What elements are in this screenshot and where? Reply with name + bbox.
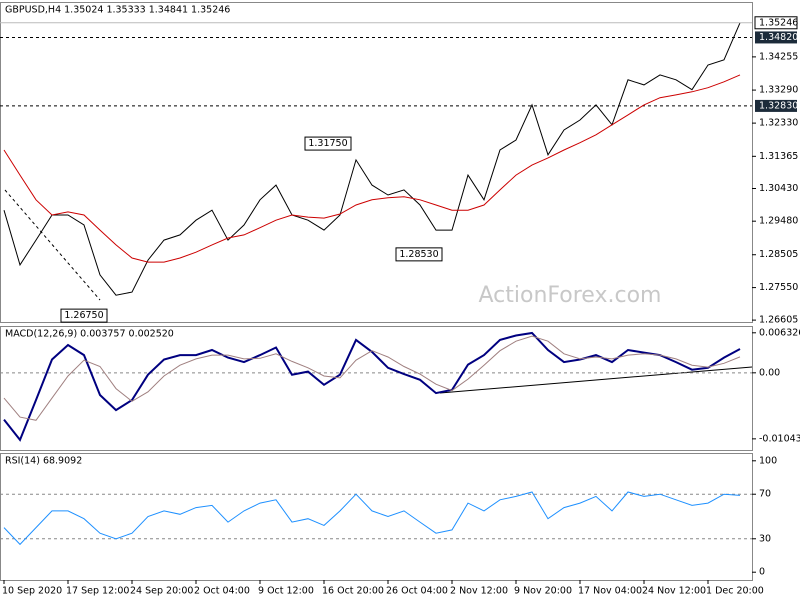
- watermark: ActionForex.com: [479, 283, 662, 308]
- y-tick-label: 30: [759, 533, 771, 544]
- level-label: 1.32830: [759, 100, 798, 111]
- x-tick-label: 24 Sep 20:00: [130, 586, 193, 597]
- rsi-title: RSI(14) 68.9092: [5, 456, 82, 467]
- y-tick-label: -0.010438: [759, 433, 800, 444]
- y-tick-label: 100: [759, 455, 777, 466]
- y-tick-label: 1.34255: [759, 51, 798, 62]
- macd-trend-line: [439, 366, 753, 394]
- level-label-box: [755, 31, 797, 44]
- x-tick-label: 17 Nov 04:00: [578, 586, 642, 597]
- y-tick-label: 1.28505: [759, 249, 798, 260]
- annotation-box: [304, 136, 352, 151]
- annotation: 1.26750: [64, 310, 103, 321]
- macd-panel: [0, 326, 753, 451]
- x-tick-label: 16 Oct 20:00: [322, 586, 384, 597]
- y-tick-label: 1.27550: [759, 282, 798, 293]
- x-tick-label: 9 Oct 12:00: [258, 586, 314, 597]
- macd-title: MACD(12,26,9) 0.003757 0.002520: [5, 329, 174, 340]
- y-tick-label: 0: [759, 567, 765, 578]
- level-label-box: [755, 99, 797, 112]
- y-tick-label: 1.29480: [759, 216, 798, 227]
- header: GBPUSD,H4 1.35024 1.35333 1.34841 1.3524…: [5, 5, 230, 16]
- series-line: [3, 335, 741, 421]
- trend-line: [4, 189, 101, 301]
- level-label: 1.34820: [759, 32, 798, 43]
- series-line: [3, 74, 741, 263]
- annotation-box: [60, 308, 108, 323]
- annotation: 1.28530: [399, 249, 438, 260]
- series-line: [3, 22, 741, 296]
- series-line: [3, 491, 741, 546]
- y-tick-label: 1.33290: [759, 85, 798, 96]
- last-price-label: 1.35246: [759, 17, 798, 28]
- x-tick-label: 17 Sep 12:00: [66, 586, 129, 597]
- price-panel: [0, 2, 753, 323]
- x-tick-label: 2 Oct 04:00: [194, 586, 250, 597]
- y-tick-label: 1.26605: [759, 315, 798, 326]
- y-tick-label: 0.00: [759, 367, 780, 378]
- y-tick-label: 1.31365: [759, 151, 798, 162]
- annotation-box: [395, 247, 443, 262]
- last-price-box: [754, 16, 798, 30]
- x-tick-label: 9 Nov 20:00: [514, 586, 572, 597]
- x-tick-label: 10 Sep 2020: [2, 586, 62, 597]
- annotation: 1.31750: [308, 138, 347, 149]
- y-tick-label: 1.30430: [759, 183, 798, 194]
- y-tick-label: 0.006326: [759, 327, 800, 338]
- x-tick-label: 1 Dec 20:00: [706, 586, 764, 597]
- x-tick-label: 24 Nov 12:00: [642, 586, 706, 597]
- rsi-panel: [0, 453, 753, 581]
- y-tick-label: 1.32330: [759, 118, 798, 129]
- x-tick-label: 2 Nov 12:00: [450, 586, 508, 597]
- x-tick-label: 26 Oct 04:00: [386, 586, 448, 597]
- y-tick-label: 70: [759, 489, 771, 500]
